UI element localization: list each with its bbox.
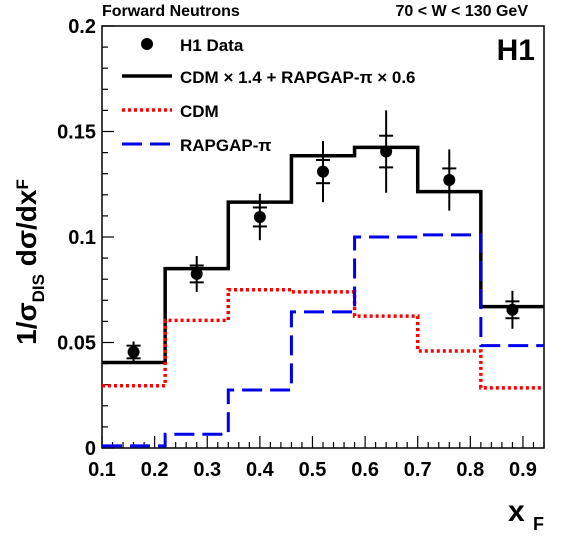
y-axis: 0 0.05 0.1 0.15 0.2 xyxy=(57,16,114,460)
y-axis-label-middle: dσ/dx xyxy=(11,189,42,274)
x-tick-label: 0.5 xyxy=(299,459,327,481)
legend-label: RAPGAP-π xyxy=(180,136,271,155)
legend: H1 Data CDM × 1.4 + RAPGAP-π × 0.6 CDM RAPG… xyxy=(122,36,416,155)
x-axis-label-main: x xyxy=(508,495,525,528)
data-point xyxy=(190,267,203,280)
data-point xyxy=(253,210,266,223)
data-point xyxy=(317,165,329,178)
legend-label: H1 Data xyxy=(180,36,244,55)
legend-marker-h1-data xyxy=(141,38,153,50)
y-axis-label: 1/σDIS dσ/dxF xyxy=(11,179,48,345)
x-axis-label-sub: F xyxy=(533,514,544,534)
x-axis: 0.1 0.2 0.3 0.4 0.5 0.6 0.7 0.8 0.9 xyxy=(88,436,545,481)
x-tick-label: 0.2 xyxy=(141,459,169,481)
data-point xyxy=(127,345,140,358)
y-axis-label-prefix: 1/σ xyxy=(11,302,42,345)
y-tick-label: 0.15 xyxy=(57,122,96,144)
data-point xyxy=(506,303,519,316)
y-tick-label: 0 xyxy=(85,438,96,460)
x-tick-label: 0.3 xyxy=(193,459,221,481)
h1-logo: H1 xyxy=(497,34,535,67)
y-axis-label-sub2: F xyxy=(13,179,32,189)
data-point xyxy=(443,174,456,187)
data-points xyxy=(126,110,520,363)
x-tick-label: 0.7 xyxy=(404,459,432,481)
header-left-label: Forward Neutrons xyxy=(102,3,240,20)
x-tick-label: 0.4 xyxy=(246,459,275,481)
y-tick-label: 0.05 xyxy=(57,333,96,355)
y-tick-label: 0.1 xyxy=(68,227,96,249)
series-line-dashed xyxy=(102,233,544,448)
x-tick-label: 0.1 xyxy=(88,459,116,481)
series-line-dotted xyxy=(102,288,544,390)
plot-frame xyxy=(101,25,545,449)
header-right-label: 70 < W < 130 GeV xyxy=(395,3,528,20)
x-tick-label: 0.6 xyxy=(351,459,379,481)
x-tick-label: 0.8 xyxy=(456,459,484,481)
y-axis-label-sub: DIS xyxy=(29,274,48,302)
x-axis-label: x F xyxy=(508,495,544,534)
x-tick-label: 0.9 xyxy=(509,459,537,481)
data-point xyxy=(380,145,393,158)
legend-label: CDM × 1.4 + RAPGAP-π × 0.6 xyxy=(180,68,416,87)
legend-label: CDM xyxy=(180,102,219,121)
y-tick-label: 0.2 xyxy=(68,16,96,38)
